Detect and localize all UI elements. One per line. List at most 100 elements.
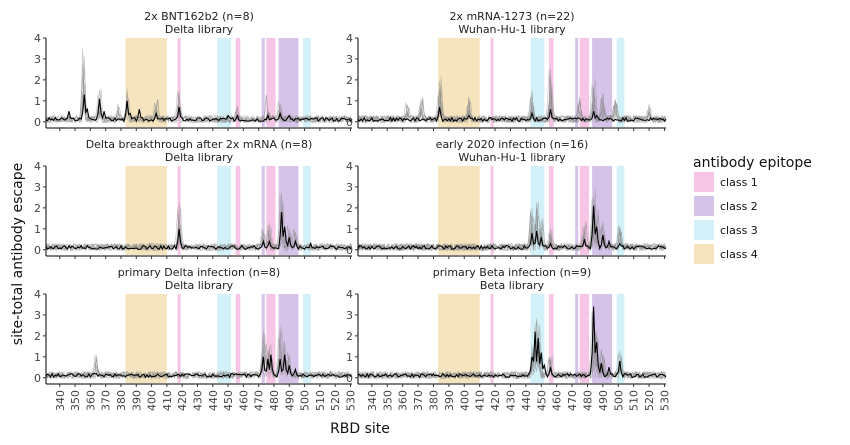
x-tick-label: 360 [397,390,410,411]
sample-line [357,84,667,124]
panel-title: 2x mRNA-1273 (n=22) [449,10,574,23]
mean-line [357,205,667,251]
y-axis-label: site-total antibody escape [10,163,26,345]
panel-subtitle: Delta library [165,279,234,292]
epitope-region-8 [303,166,311,255]
x-tick-label: 420 [489,390,502,411]
epitope-region-4 [235,38,241,127]
x-tick-label: 480 [268,390,281,411]
x-tick-label: 460 [237,390,250,411]
epitope-region-6 [266,294,276,383]
y-tick-label: 0 [34,372,41,385]
panel-5: 0 1 2 3 4 primary Delta infection (n=8)Delta … [34,266,353,387]
x-tick-label: 430 [504,390,517,411]
legend-label-3: class 3 [720,224,758,237]
x-tick-label: 420 [176,390,189,411]
epitope-region-3 [530,38,545,127]
epitope-region-6 [579,166,589,255]
x-tick-label: 520 [329,390,342,411]
panel-4: 0 1 2 3 4 early 2020 infection (n=16)Wuhan-Hu… [346,138,667,259]
x-tick-label: 470 [253,390,266,411]
epitope-region-6 [579,294,589,383]
y-tick-label: 3 [346,309,353,322]
epitope-region-3 [217,294,232,383]
epitope-region-8 [616,38,625,127]
panels-group: 0 1 2 3 4 2x BNT162b2 (n=8) Delta library 0 1 2 3 4… [34,10,667,387]
mean-line [45,354,353,379]
y-tick-label: 4 [346,160,353,173]
epitope-region-1 [125,294,167,383]
epitope-region-2 [177,166,181,255]
x-tick-label: 440 [207,390,220,411]
y-tick-label: 1 [34,223,41,236]
panel-subtitle: Delta library [165,151,234,164]
panel-title: 2x BNT162b2 (n=8) [144,10,254,23]
legend-swatch-1 [694,172,714,192]
epitope-region-7 [278,38,299,127]
x-tick-label: 440 [520,390,533,411]
epitope-region-2 [490,166,494,255]
x-tick-label: 500 [299,390,312,411]
y-tick-label: 3 [34,309,41,322]
legend-swatch-3 [694,220,714,240]
y-tick-label: 2 [34,202,41,215]
x-tick-label: 430 [191,390,204,411]
legend-label-4: class 4 [720,248,758,261]
epitope-region-3 [217,38,232,127]
y-tick-label: 3 [34,53,41,66]
x-tick-label: 510 [314,390,327,411]
epitope-region-4 [548,166,554,255]
legend-swatch-2 [694,196,714,216]
panel-title: primary Beta infection (n=9) [433,266,591,279]
y-tick-label: 4 [346,32,353,45]
x-tick-labels: 340 350 360 370 380 390 400 410 420 430 440 450 460 4… [54,390,672,411]
x-tick-label: 410 [161,390,174,411]
epitope-region-1 [438,166,480,255]
x-tick-label: 380 [115,390,128,411]
y-tick-label: 1 [346,95,353,108]
panel-subtitle: Beta library [480,279,545,292]
y-tick-label: 0 [346,116,353,129]
mean-line [45,94,353,123]
y-tick-label: 0 [34,244,41,257]
sample-line [357,77,667,124]
panel-title: primary Delta infection (n=8) [118,266,280,279]
epitope-region-2 [490,38,494,127]
sample-line [45,225,353,252]
epitope-region-6 [266,166,276,255]
epitope-region-2 [177,294,181,383]
x-tick-label: 390 [130,390,143,411]
epitope-region-8 [616,294,625,383]
panel-title: Delta breakthrough after 2x mRNA (n=8) [86,138,313,151]
x-tick-label: 380 [427,390,440,411]
x-tick-label: 370 [412,390,425,411]
epitope-region-5 [261,166,265,255]
y-tick-label: 0 [346,244,353,257]
epitope-region-5 [575,294,579,383]
y-tick-label: 2 [346,74,353,87]
epitope-region-1 [438,38,480,127]
epitope-region-8 [616,166,625,255]
y-tick-label: 0 [346,372,353,385]
panel-title: early 2020 infection (n=16) [436,138,589,151]
sample-line [357,212,667,252]
y-tick-label: 3 [346,181,353,194]
y-tick-label: 3 [346,53,353,66]
x-tick-label: 450 [222,390,235,411]
x-tick-label: 490 [283,390,296,411]
y-tick-label: 4 [34,288,41,301]
x-tick-label: 390 [443,390,456,411]
panel-3: 0 1 2 3 4 Delta breakthrough after 2x mRNA (n… [34,138,353,259]
panel-2: 0 1 2 3 4 2x mRNA-1273 (n=22)Wuhan-Hu-1 libra… [346,10,667,131]
x-tick-label: 350 [69,390,82,411]
legend-title: antibody epitope [693,155,812,171]
panel-1: 0 1 2 3 4 2x BNT162b2 (n=8)Delta library [34,10,353,131]
epitope-region-1 [125,38,167,127]
epitope-region-8 [303,294,311,383]
x-tick-label: 510 [628,390,641,411]
x-tick-label: 530 [344,390,357,411]
epitope-region-1 [125,166,167,255]
y-tick-label: 2 [34,330,41,343]
epitope-region-4 [235,294,241,383]
